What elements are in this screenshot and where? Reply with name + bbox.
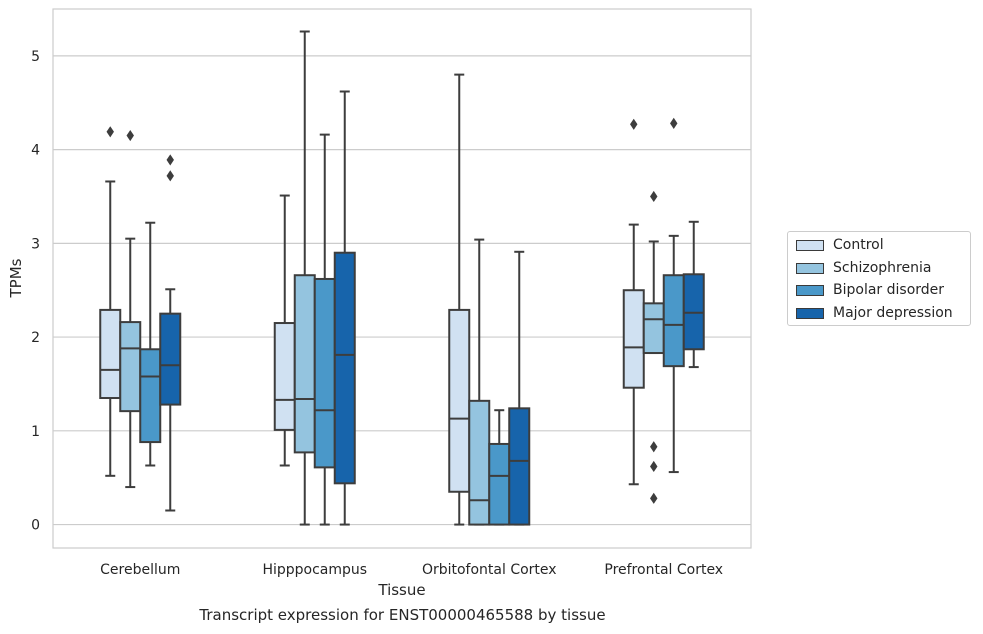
box-3-1 (333, 90, 356, 526)
box-0-0 (99, 126, 122, 477)
box-1-2 (468, 238, 491, 526)
legend-swatch-bipolar-disorder (796, 284, 824, 296)
box-body (488, 442, 511, 526)
y-tick-label: 5 (31, 49, 40, 65)
y-tick-label: 2 (31, 330, 40, 346)
plot-frame (52, 8, 752, 549)
legend-label-control: Control (833, 237, 884, 253)
legend-swatch-schizophrenia (796, 262, 824, 274)
x-tick-label: Orbitofontal Cortex (422, 562, 557, 578)
box-3-2 (508, 250, 531, 526)
box-body (139, 348, 162, 444)
legend-label-major-depression: Major depression (833, 305, 953, 321)
legend-item-schizophrenia: Schizophrenia (796, 259, 931, 277)
x-tick-label: Cerebellum (100, 562, 180, 578)
box-0-1 (273, 194, 296, 467)
box-body (293, 274, 316, 454)
outlier-point (650, 441, 658, 453)
outlier-point (650, 492, 658, 504)
legend-item-major-depression: Major depression (796, 304, 953, 322)
box-1-1 (293, 30, 316, 526)
box-body (448, 308, 471, 493)
box-2-2 (488, 409, 511, 526)
outlier-point (166, 154, 174, 166)
outlier-point (126, 129, 134, 142)
y-axis-label: TPMs (7, 258, 25, 298)
box-1-3 (642, 190, 665, 504)
box-body (313, 277, 336, 469)
x-tick-label: Hipppocampus (262, 562, 367, 578)
outlier-point (166, 170, 174, 182)
box-2-3 (662, 117, 685, 474)
legend-swatch-major-depression (796, 307, 824, 319)
box-layer (99, 30, 705, 526)
box-body (99, 308, 122, 400)
box-3-3 (682, 220, 705, 369)
outlier-point (650, 460, 658, 473)
y-tick-label: 4 (31, 143, 40, 159)
legend-item-bipolar-disorder: Bipolar disorder (796, 281, 944, 299)
legend-swatch-control (796, 239, 824, 251)
box-1-0 (119, 129, 142, 489)
outlier-point (106, 126, 114, 138)
legend-label-bipolar-disorder: Bipolar disorder (833, 282, 945, 298)
y-tick-label: 0 (31, 518, 40, 534)
box-body (159, 312, 182, 406)
box-body (662, 274, 685, 368)
box-body (333, 251, 356, 485)
box-body (119, 321, 142, 413)
y-tick-labels: 0 1 2 3 4 5 (31, 49, 40, 534)
outlier-point (650, 190, 658, 203)
box-2-0 (139, 221, 162, 467)
box-body (508, 407, 531, 526)
legend-label-schizophrenia: Schizophrenia (833, 260, 932, 276)
box-body (273, 322, 296, 431)
x-tick-label: Prefrontal Cortex (604, 562, 723, 578)
box-body (622, 289, 645, 389)
chart-caption: Transcript expression for ENST0000046558… (199, 606, 606, 624)
box-body (468, 399, 491, 526)
box-3-0 (159, 154, 182, 512)
box-body (642, 302, 665, 355)
outlier-point (670, 117, 678, 129)
legend: Control Schizophrenia Bipolar disorder M… (787, 231, 971, 326)
x-tick-labels: Cerebellum Hipppocampus Orbitofontal Corte… (100, 562, 723, 578)
y-tick-label: 1 (31, 424, 40, 440)
legend-item-control: Control (796, 236, 884, 254)
outlier-point (630, 118, 638, 130)
y-tick-label: 3 (31, 236, 40, 252)
x-axis-label: Tissue (377, 581, 425, 599)
box-0-3 (622, 118, 645, 486)
gridlines (53, 55, 751, 526)
box-0-2 (448, 73, 471, 526)
box-2-1 (313, 133, 336, 526)
